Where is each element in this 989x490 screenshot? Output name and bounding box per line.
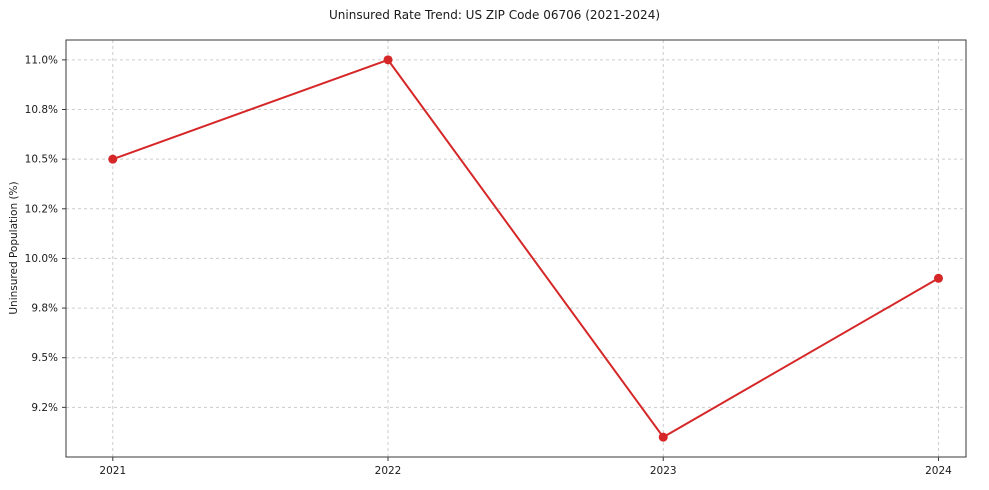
x-tick-label: 2022 [375,465,402,477]
y-tick-label: 9.8% [31,303,58,315]
y-tick-label: 10.5% [25,154,58,166]
data-point-marker [383,55,393,65]
y-tick-label: 10.8% [25,104,58,116]
x-tick-label: 2024 [925,465,952,477]
data-point-marker [658,432,668,442]
x-tick-label: 2023 [650,465,677,477]
plot-border [65,39,967,458]
y-tick-label: 10.2% [25,203,58,215]
data-point-marker [933,273,943,283]
y-tick-label: 10.0% [25,253,58,265]
y-tick-label: 9.5% [31,352,58,364]
data-point-marker [108,154,118,164]
chart-title: Uninsured Rate Trend: US ZIP Code 06706 … [328,8,661,22]
x-tick-label: 2021 [99,465,126,477]
y-tick-label: 9.2% [31,402,58,414]
y-tick-label: 11.0% [25,54,58,66]
trend-line [111,58,940,439]
